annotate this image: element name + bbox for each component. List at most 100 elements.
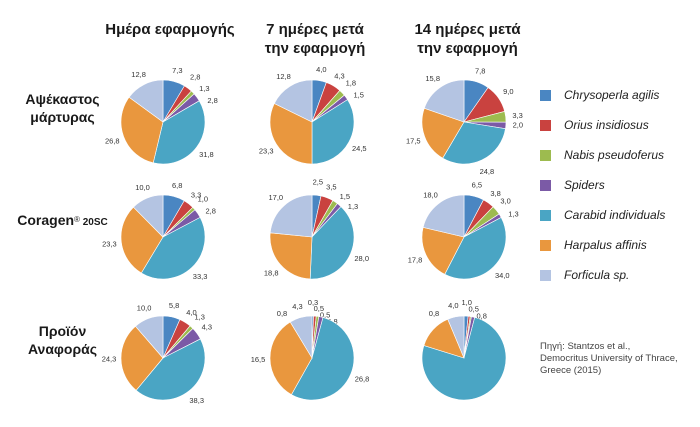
- legend-swatch: [540, 120, 551, 131]
- pie: 7,3 2,8 1,3 2,8 31,8 26,8 12,8: [105, 66, 218, 165]
- pie-slice: [152, 100, 206, 165]
- legend-label: Orius insidiosus: [564, 118, 649, 132]
- pie-slice-label: 1,3: [194, 312, 204, 321]
- row-title-line2: Αναφοράς: [27, 341, 98, 357]
- legend-label: Spiders: [564, 178, 605, 192]
- legend-swatch: [540, 240, 551, 251]
- pie-slice-label: 28,0: [354, 254, 369, 263]
- column-title-line1: Ημέρα εφαρμογής: [105, 21, 235, 38]
- pie-slice-label: 24,5: [352, 144, 367, 153]
- pie-slice-label: 6,8: [172, 181, 182, 190]
- row-title-line1: Coragen: [17, 212, 75, 228]
- row-title-line1: Προϊόν: [38, 323, 87, 339]
- pie-slice: [421, 317, 507, 401]
- legend-label: Forficula sp.: [564, 268, 630, 282]
- pie: 7,8 9,0 3,32,0 24,8 17,5 15,8: [406, 67, 523, 176]
- pie-slice-label: 38,3: [189, 396, 204, 405]
- pie-slice-label: 23,3: [102, 239, 117, 248]
- column-title-day14: 14 ημέρες μετά την εφαρμογή: [395, 20, 540, 58]
- pie-slice-label: 0,5: [320, 311, 330, 320]
- legend-item-nabis: Nabis pseudoferus: [540, 148, 700, 162]
- pie-slice-label: 7,3: [172, 66, 182, 75]
- legend-item-carabid: Carabid individuals: [540, 208, 700, 222]
- pie-slice-label: 3,5: [326, 183, 336, 192]
- source-line1: Πηγή: Stantzos et al.,: [540, 341, 631, 352]
- legend-swatch: [540, 270, 551, 281]
- pie-slice: [289, 315, 313, 360]
- pie-slice-label: 2,0: [513, 120, 523, 129]
- pie-slice: [309, 206, 355, 280]
- pie-slice-label: 0,3: [308, 298, 318, 307]
- pie-extra-label: 0,8: [277, 309, 287, 318]
- pie-slice-label: 17,5: [406, 137, 421, 146]
- pie: 4,0 4,31,8 1,5 24,5 23,3 12,8: [259, 65, 367, 165]
- pie-slice-label: 1,0: [198, 195, 208, 204]
- pie-slice-label: 7,8: [475, 67, 485, 76]
- pie-slice-label: 12,8: [131, 70, 146, 79]
- pie-slice-label: 1,3: [199, 84, 209, 93]
- row-title-reference: Προϊόν Αναφοράς: [0, 322, 125, 358]
- legend-item-orius: Orius insidiosus: [540, 118, 700, 132]
- pie-slice: [421, 227, 465, 275]
- pie-slice-label: 3,0: [500, 197, 510, 206]
- pie-slice-label: 4,3: [334, 72, 344, 81]
- legend-label: Nabis pseudoferus: [564, 148, 665, 162]
- row-title-suffix: 20SC: [79, 217, 108, 228]
- pie-slice-label: 2,5: [313, 177, 323, 186]
- pie-slice-label: 3,8: [490, 189, 500, 198]
- pie-slice: [421, 107, 465, 159]
- pie-slice-label: 0,8: [476, 311, 486, 320]
- pie-slice-label: 1,3: [348, 202, 358, 211]
- pie-slice-label: 2,8: [205, 207, 215, 216]
- pie-slice-label: 4,0: [316, 65, 326, 74]
- legend-item-spiders: Spiders: [540, 178, 700, 192]
- legend-item-chrysoperla: Chrysoperla agilis: [540, 88, 700, 102]
- pie-slice-label: 24,3: [102, 355, 117, 364]
- legend-item-harpalus: Harpalus affinis: [540, 238, 700, 252]
- pie-slice-label: 3,3: [512, 111, 522, 120]
- pie-slice-label: 0,5: [314, 304, 324, 313]
- pie-slice-label: 4,3: [292, 302, 302, 311]
- column-title-day0: Ημέρα εφαρμογής: [95, 20, 245, 39]
- pie-slice-label: 15,8: [425, 74, 440, 83]
- pie: 6,8 3,31,0 2,8 33,3 23,3 10,0: [102, 181, 216, 281]
- pie-slice-label: 17,0: [268, 193, 283, 202]
- pie-slice-label: 1,5: [353, 90, 363, 99]
- pie-slice-label: 1,5: [340, 192, 350, 201]
- pie-slice: [269, 232, 313, 280]
- legend-swatch: [540, 150, 551, 161]
- pie-slice-label: 5,8: [169, 301, 179, 310]
- column-title-line1: 14 ημέρες μετά: [414, 21, 521, 38]
- pie-slice: [135, 338, 206, 401]
- legend-item-forficula: Forficula sp.: [540, 268, 700, 282]
- pie-slice: [447, 315, 465, 359]
- legend-label: Chrysoperla agilis: [564, 88, 660, 102]
- pie-slice-label: 0,5: [468, 304, 478, 313]
- pie-slice-label: 4,0: [448, 301, 458, 310]
- pie-extra-label: 0,8: [429, 309, 439, 318]
- pie-slice-label: 10,0: [137, 303, 152, 312]
- pie-slice-label: 6,5: [472, 181, 482, 190]
- pie-slice: [311, 99, 355, 165]
- pie-slice-label: 18,0: [423, 191, 438, 200]
- pie-slice: [128, 79, 164, 123]
- row-title-coragen: Coragen® 20SC: [0, 211, 125, 232]
- pie-slice-label: 34,0: [495, 271, 510, 280]
- legend-label: Carabid individuals: [564, 208, 666, 222]
- pie-slice-label: 3,3: [191, 190, 201, 199]
- pie-slice: [423, 79, 465, 123]
- pie-slice-label: 4,0: [186, 308, 196, 317]
- column-title-line2: την εφαρμογή: [417, 40, 518, 57]
- pie: 1,00,50,84,0: [421, 298, 507, 401]
- row-title-control: Αψέκαστος μάρτυρας: [0, 90, 125, 126]
- source-line2: Democritus University of Thrace,: [540, 353, 678, 364]
- pie-slice: [120, 325, 164, 391]
- pie-slice-label: 12,8: [276, 72, 291, 81]
- pie: 5,8 4,01,34,3 38,3 24,3 10,0: [102, 301, 212, 405]
- pie-slice: [135, 315, 164, 359]
- row-title-line1: Αψέκαστος: [25, 91, 100, 107]
- pie-slice-label: 16,5: [251, 355, 266, 364]
- pie-slice-label: 1,0: [461, 298, 471, 307]
- pie-slice-label: 10,0: [135, 183, 150, 192]
- legend-label: Harpalus affinis: [564, 238, 647, 252]
